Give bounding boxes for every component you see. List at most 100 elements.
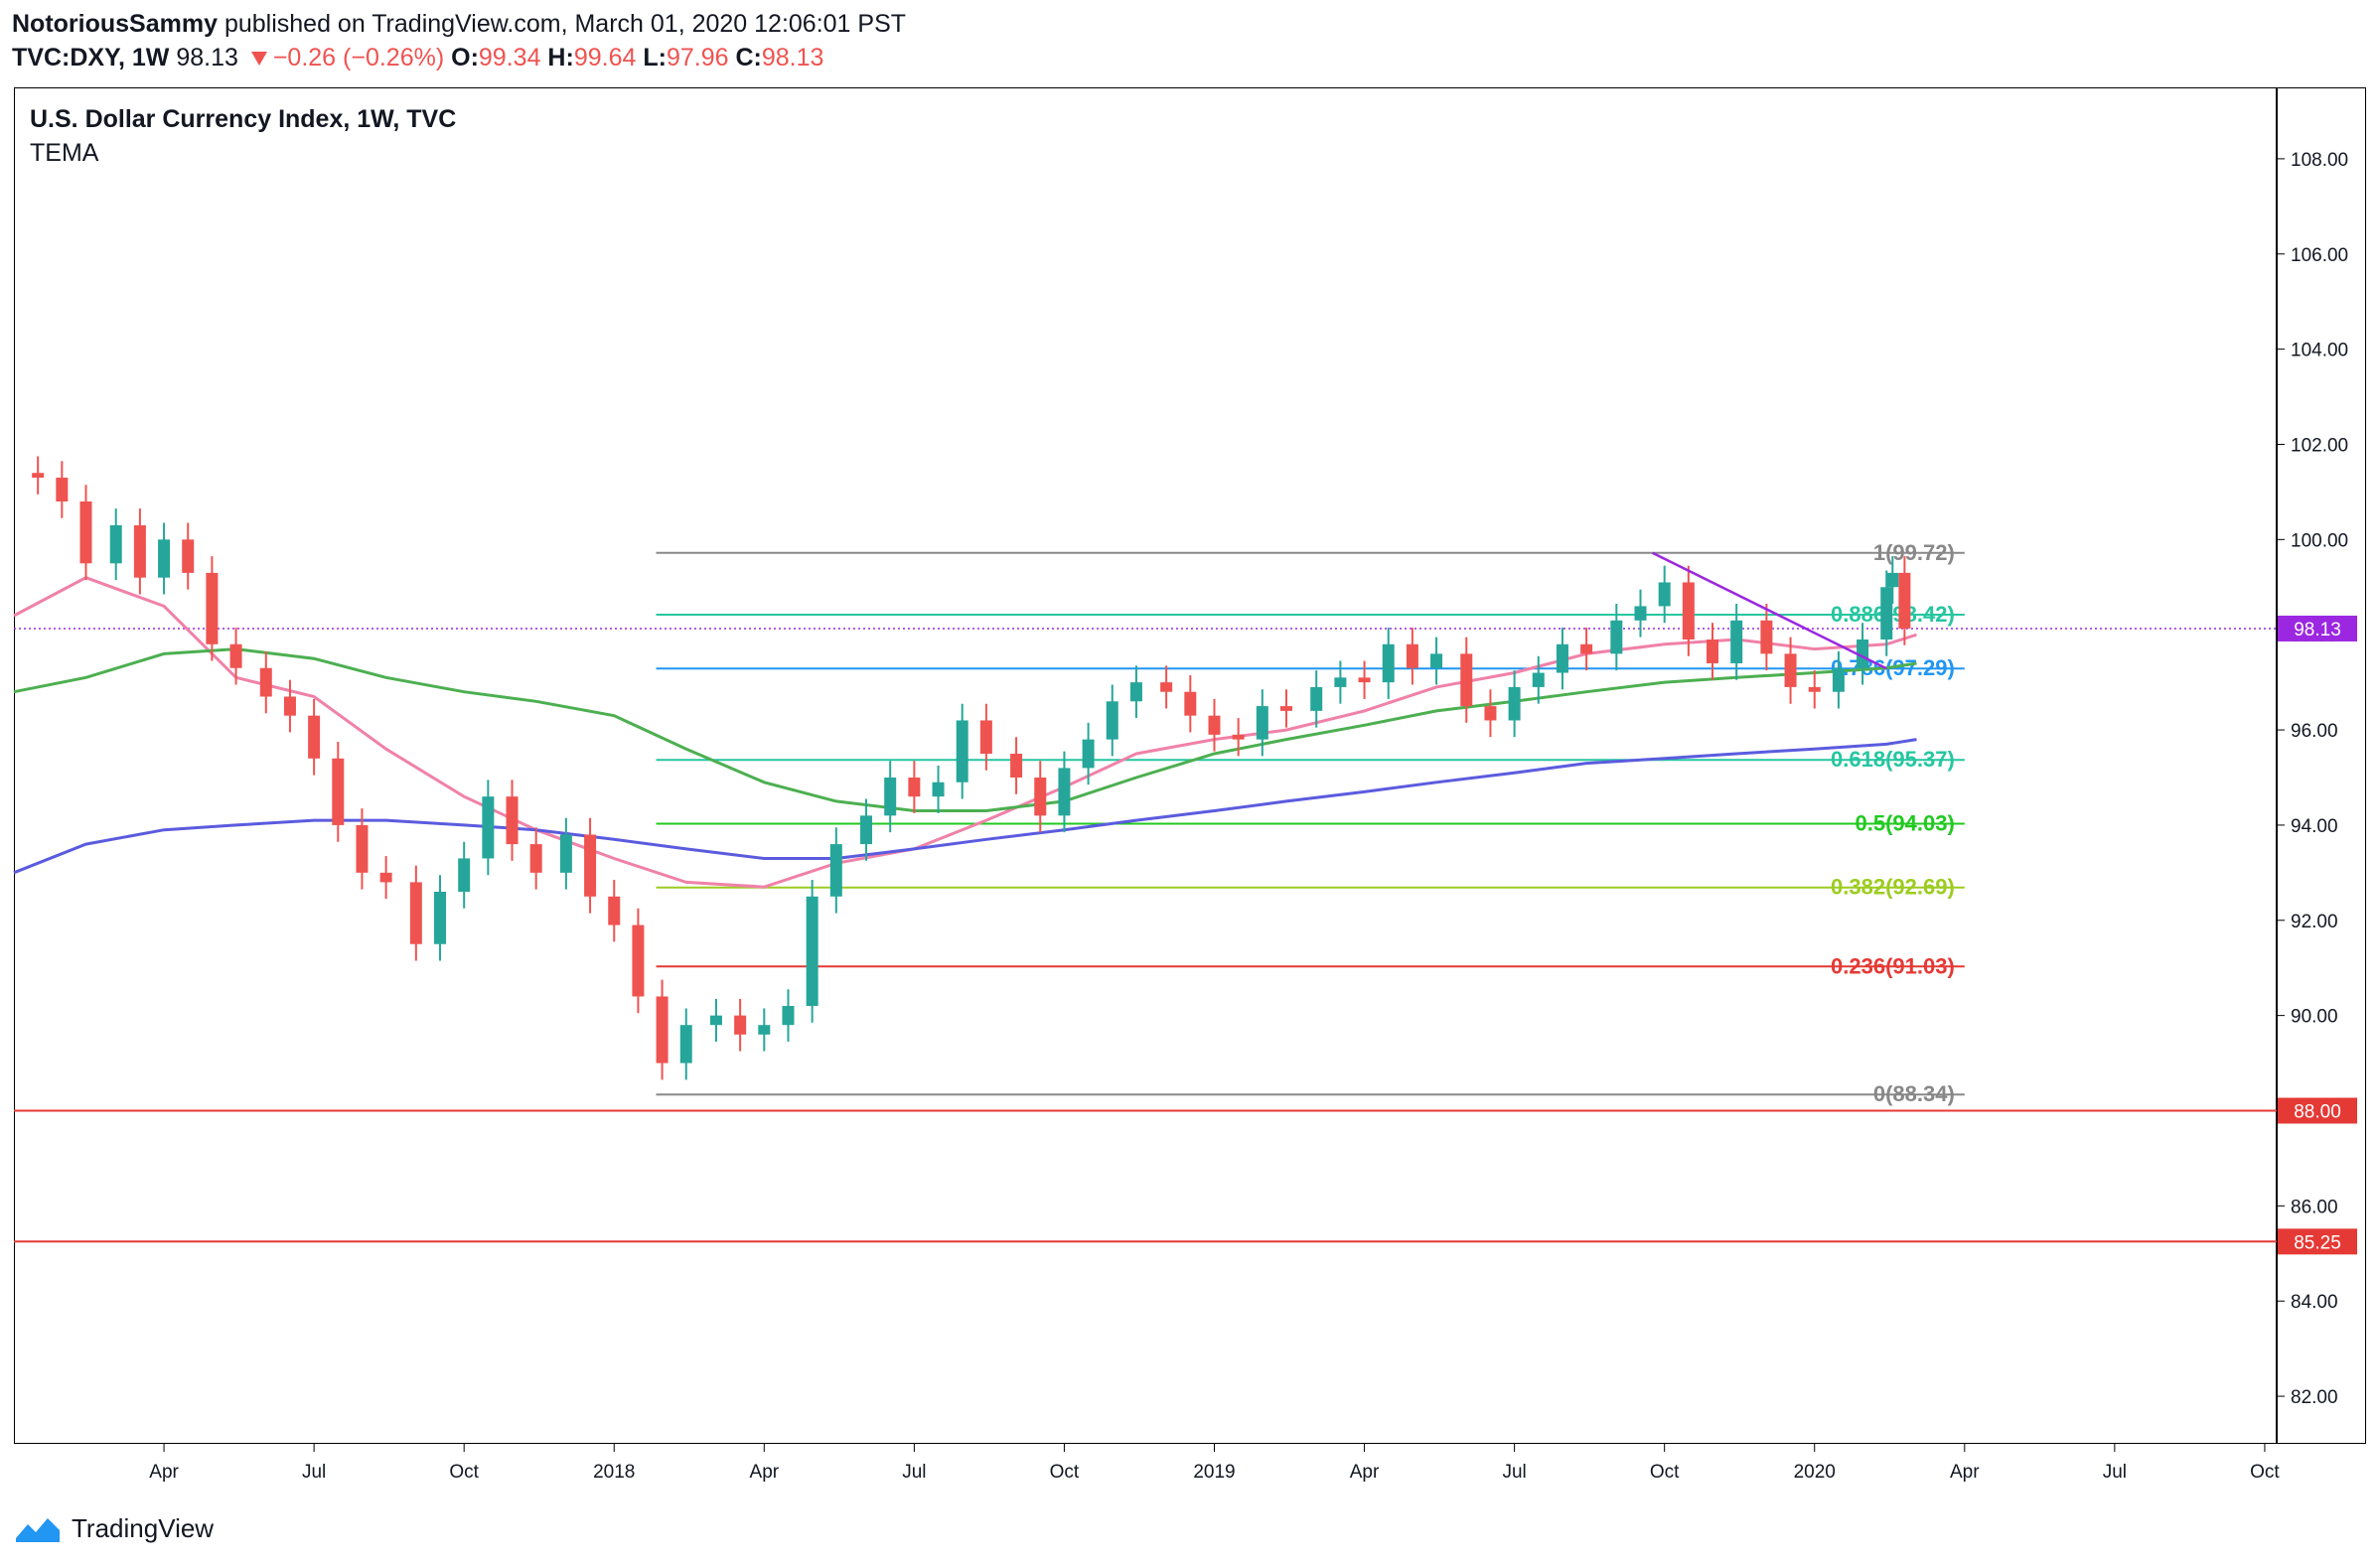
fib-level-label: 0(88.34) xyxy=(1873,1081,1955,1106)
candle-body xyxy=(1082,739,1095,769)
close-label: C: xyxy=(735,44,762,71)
candle-body xyxy=(1034,777,1047,816)
candle-body xyxy=(1232,734,1245,740)
x-tick-label: Apr xyxy=(750,1462,780,1483)
candle-body xyxy=(734,1015,747,1035)
y-tick-label: 108.00 xyxy=(2291,150,2348,171)
candle-body xyxy=(1460,653,1473,707)
candle-body xyxy=(79,500,92,564)
down-arrow-icon xyxy=(250,52,267,67)
x-tick-label: Apr xyxy=(1950,1462,1980,1483)
x-tick-label: Oct xyxy=(1050,1462,1080,1483)
fib-level-label: 1(99.72) xyxy=(1873,540,1955,565)
fib-level-label: 0.382(92.69) xyxy=(1831,875,1955,900)
candle-body xyxy=(1430,653,1443,668)
candle-body xyxy=(133,524,146,578)
candle-body xyxy=(229,643,242,668)
candle-body xyxy=(1334,677,1347,687)
chart-pane[interactable] xyxy=(14,87,2277,1444)
candle-body xyxy=(608,896,621,925)
candle-body xyxy=(1532,672,1545,687)
symbol-label: TVC:DXY, 1W xyxy=(12,44,170,71)
price-tag xyxy=(2278,1097,2357,1124)
high-value: 99.64 xyxy=(573,44,637,71)
candle-body xyxy=(1484,706,1497,721)
candle-body xyxy=(1658,582,1671,607)
x-tick-label: 2020 xyxy=(1794,1462,1836,1483)
price-tag xyxy=(2278,615,2357,641)
legend-title: U.S. Dollar Currency Index, 1W, TVC xyxy=(30,105,457,133)
candle-body xyxy=(1886,572,1899,588)
candle-body xyxy=(884,777,897,816)
candle-body xyxy=(1610,620,1623,654)
candle-body xyxy=(1208,715,1221,735)
candle-body xyxy=(259,667,272,697)
x-tick-label: 2019 xyxy=(1193,1462,1235,1483)
candle-body xyxy=(308,715,321,759)
candle-body xyxy=(806,896,818,1007)
x-tick-label: 2018 xyxy=(593,1462,635,1483)
candle-body xyxy=(458,858,471,893)
candle-body xyxy=(32,473,45,479)
candle-body xyxy=(434,892,447,944)
y-tick-label: 100.00 xyxy=(2291,530,2348,551)
author-name[interactable]: NotoriousSammy xyxy=(12,10,218,38)
candle-body xyxy=(1760,620,1773,654)
publish-text: published on TradingView.com, March 01, … xyxy=(223,10,907,38)
candle-body xyxy=(356,824,369,873)
y-tick-label: 102.00 xyxy=(2291,435,2348,456)
y-tick-label: 82.00 xyxy=(2291,1387,2338,1408)
open-value: 99.34 xyxy=(478,44,541,71)
candle-body xyxy=(1707,639,1719,663)
candle-body xyxy=(1382,643,1395,683)
candle-body xyxy=(1129,682,1142,702)
candle-body xyxy=(1160,682,1173,692)
candle-body xyxy=(1256,706,1268,740)
x-tick-label: Oct xyxy=(2250,1462,2280,1483)
candle-body xyxy=(860,815,873,845)
candle-body xyxy=(332,758,345,825)
candle-body xyxy=(1857,639,1869,668)
candle-body xyxy=(379,872,392,883)
open-label: O: xyxy=(451,44,479,71)
candle-body xyxy=(482,796,495,859)
candle-body xyxy=(1556,643,1568,673)
x-tick-label: Jul xyxy=(1502,1462,1526,1483)
last-price: 98.13 xyxy=(176,44,238,71)
y-tick-label: 90.00 xyxy=(2291,1007,2338,1028)
candle-body xyxy=(1184,691,1197,716)
brand[interactable]: TradingView xyxy=(14,1513,214,1544)
candle-body xyxy=(1310,686,1323,711)
candle-body xyxy=(529,844,542,873)
candle-body xyxy=(656,996,669,1064)
candle-body xyxy=(956,720,968,782)
y-tick-label: 94.00 xyxy=(2291,816,2338,837)
candle-body xyxy=(782,1006,795,1026)
x-tick-label: Jul xyxy=(2103,1462,2127,1483)
candle-body xyxy=(409,882,422,944)
trendline xyxy=(1652,551,1887,670)
candle-body xyxy=(1880,587,1893,640)
candle-body xyxy=(283,696,296,716)
candle-body xyxy=(1808,686,1821,692)
candle-body xyxy=(56,478,69,501)
x-tick-label: Jul xyxy=(902,1462,926,1483)
price-axis[interactable] xyxy=(2277,87,2366,1444)
x-tick-label: Apr xyxy=(1350,1462,1380,1483)
price-tag-label: 98.13 xyxy=(2294,620,2341,640)
candle-body xyxy=(1010,754,1023,778)
close-value: 98.13 xyxy=(761,44,824,71)
candle-body xyxy=(1406,643,1418,668)
price-tag-label: 88.00 xyxy=(2294,1101,2341,1122)
candle-body xyxy=(206,572,219,644)
fib-level-label: 0.886(98.42) xyxy=(1831,602,1955,627)
candle-body xyxy=(932,782,945,797)
candle-body xyxy=(632,925,645,997)
low-label: L: xyxy=(643,44,667,71)
x-tick-label: Oct xyxy=(449,1462,479,1483)
candle-body xyxy=(584,834,597,897)
candle-body xyxy=(1358,677,1371,683)
legend-indicator[interactable]: TEMA xyxy=(30,139,99,167)
tradingview-logo-icon xyxy=(16,1517,60,1542)
